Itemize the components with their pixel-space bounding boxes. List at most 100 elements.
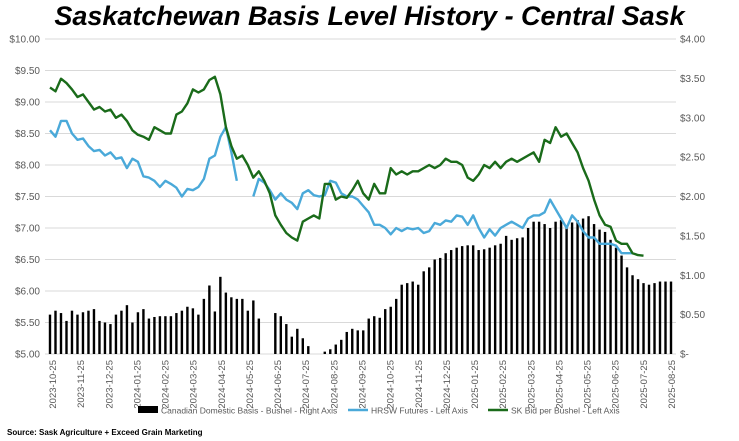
left-axis-tick-label: $6.50 (15, 255, 40, 266)
left-axis-tick-label: $5.50 (15, 318, 40, 329)
bar (592, 224, 596, 354)
right-axis-tick-label: $2.00 (680, 192, 705, 203)
bar (587, 216, 590, 354)
bar (510, 239, 513, 354)
bar (87, 310, 90, 354)
bar (581, 218, 585, 354)
bar (521, 237, 524, 354)
bar (48, 314, 52, 354)
bar (307, 346, 310, 354)
bar (98, 320, 101, 354)
bar (158, 316, 162, 354)
bar (417, 284, 420, 354)
sk-bid-line (49, 75, 644, 257)
bar (411, 281, 414, 354)
bar (406, 283, 409, 354)
right-axis-tick-label: $1.50 (680, 231, 705, 242)
right-axis-tick-label: $0.50 (680, 310, 705, 321)
bar (658, 281, 662, 354)
bar (186, 306, 189, 354)
right-axis-tick-label: $2.50 (680, 153, 705, 164)
bar (362, 330, 365, 354)
x-tick-label: 2024-04-25 (217, 360, 228, 409)
bar (340, 339, 343, 354)
bar (499, 243, 502, 354)
bar (142, 309, 145, 354)
bar (609, 239, 612, 354)
bar (515, 238, 519, 354)
x-tick-label: 2024-02-25 (161, 360, 172, 409)
bar (493, 245, 497, 354)
left-axis-tick-label: $7.50 (15, 192, 40, 203)
bar (642, 283, 645, 354)
bar (548, 228, 552, 354)
bar (367, 318, 370, 354)
bar (54, 310, 57, 354)
bar (471, 245, 475, 354)
bar (103, 322, 107, 354)
bar (532, 221, 535, 354)
bar (235, 298, 239, 354)
bar (669, 281, 673, 354)
left-axis-tick-label: $8.50 (15, 129, 40, 140)
chart-title: Saskatchewan Basis Level History - Centr… (54, 1, 685, 31)
bar (455, 247, 458, 354)
bar (537, 221, 541, 354)
bar (477, 250, 480, 354)
bar (59, 313, 63, 354)
source-note: Source: Sask Agriculture + Exceed Grain … (7, 428, 203, 437)
bar (356, 330, 359, 354)
left-axis-tick-label: $9.00 (15, 98, 40, 109)
x-tick-label: 2023-12-25 (104, 360, 115, 409)
bar (230, 297, 233, 354)
bar (81, 312, 85, 354)
bar (625, 267, 629, 354)
bar (504, 235, 508, 354)
bar (653, 283, 656, 354)
legend-label: HRSW Futures - Left Axis (371, 406, 468, 416)
x-tick-label: 2024-07-25 (301, 360, 312, 409)
bar (395, 298, 398, 354)
right-axis-tick-label: $3.00 (680, 113, 705, 124)
bar (598, 229, 601, 354)
legend-label: Canadian Domestic Basis - Bushel - Right… (161, 406, 337, 416)
left-axis-tick-label: $6.00 (15, 287, 40, 298)
x-tick-label: 2025-03-25 (526, 360, 537, 409)
bar (526, 228, 530, 354)
x-tick-label: 2025-06-25 (611, 360, 622, 409)
bar (296, 328, 299, 354)
bar (329, 349, 332, 354)
bar (224, 292, 228, 354)
bar (444, 253, 447, 354)
bar (136, 312, 140, 354)
bar (65, 320, 68, 354)
x-tick-label: 2025-02-25 (498, 360, 509, 409)
bar (70, 310, 74, 354)
bar (301, 338, 304, 354)
bar (384, 309, 387, 354)
bar (114, 314, 118, 354)
bar (488, 247, 491, 354)
bar (559, 220, 563, 354)
x-tick-label: 2025-01-25 (470, 360, 481, 409)
bar (257, 318, 261, 354)
bar (631, 275, 634, 354)
bar (169, 316, 173, 354)
x-tick-label: 2024-08-25 (329, 360, 340, 409)
bar (180, 310, 184, 354)
bar (565, 228, 568, 354)
bar (153, 316, 156, 354)
bar (334, 344, 337, 354)
legend-swatch-bar (138, 406, 158, 413)
bar (125, 305, 129, 354)
bar (422, 271, 425, 354)
bar (147, 318, 151, 354)
x-tick-label: 2023-11-25 (76, 360, 87, 408)
left-axis-tick-label: $10.00 (9, 35, 40, 46)
x-tick-label: 2025-08-25 (667, 360, 678, 409)
bar (246, 310, 250, 354)
bar (76, 314, 79, 354)
bar (482, 249, 486, 354)
bar (466, 245, 469, 354)
bar (603, 231, 607, 354)
